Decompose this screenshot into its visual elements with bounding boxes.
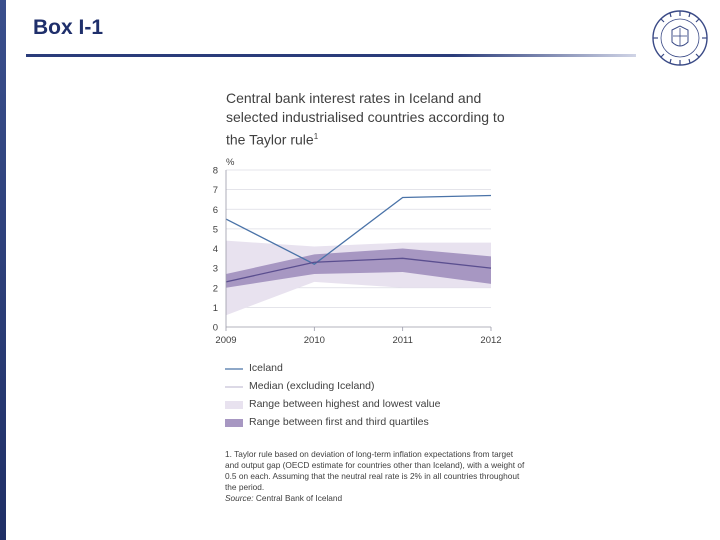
x-tick-label-2012: 2012	[480, 335, 501, 346]
legend-swatch-median	[225, 386, 243, 388]
university-seal-icon	[652, 10, 708, 66]
source-label: Source:	[225, 493, 254, 503]
legend-label-range-high-low: Range between highest and lowest value	[249, 398, 441, 410]
source-text: Central Bank of Iceland	[253, 493, 343, 503]
legend-label-iceland: Iceland	[249, 362, 283, 374]
series-lines	[225, 194, 492, 283]
chart-title-text: Central bank interest rates in Iceland a…	[226, 90, 505, 148]
y-tick-label-7: 7	[213, 185, 218, 196]
x-tick-label-2011: 2011	[392, 335, 412, 346]
x-tick-label-2009: 2009	[215, 335, 236, 346]
slide-title: Box I-1	[33, 16, 104, 39]
source-line: Source: Central Bank of Iceland	[225, 493, 525, 504]
title-divider	[26, 54, 636, 57]
y-tick-label-5: 5	[213, 224, 218, 235]
legend-swatch-range-high-low	[225, 401, 243, 409]
y-tick-label-8: 8	[213, 166, 218, 177]
tick-labels: 0 1 2 3 4 5 6 7 8 2009 2010 2011 2012	[213, 166, 502, 347]
axes	[225, 170, 492, 331]
y-tick-label-1: 1	[213, 303, 218, 314]
legend-swatch-range-quartiles	[225, 419, 243, 427]
range-band-quartiles	[226, 248, 491, 288]
series-line-iceland	[225, 194, 492, 265]
series-line-median	[225, 257, 492, 283]
y-tick-label-2: 2	[213, 283, 218, 294]
x-tick-label-2010: 2010	[304, 335, 325, 346]
y-tick-label-0: 0	[213, 323, 218, 334]
y-axis-unit-label: %	[226, 157, 235, 168]
legend-label-range-quartiles: Range between first and third quartiles	[249, 416, 429, 428]
y-tick-label-3: 3	[213, 264, 218, 275]
range-bands	[226, 240, 491, 316]
legend-label-median: Median (excluding Iceland)	[249, 380, 375, 392]
slide-left-bar	[0, 0, 6, 540]
y-tick-label-4: 4	[213, 244, 218, 255]
y-tick-label-6: 6	[213, 205, 218, 216]
footnote-text: 1. Taylor rule based on deviation of lon…	[225, 449, 525, 492]
chart-title: Central bank interest rates in Iceland a…	[226, 89, 516, 150]
chart-plot: % 0 1 2 3 4 5 6 7 8 2009 2010 2011 2012	[213, 157, 502, 347]
legend-swatch-iceland	[225, 368, 243, 370]
chart-footnote: 1. Taylor rule based on deviation of lon…	[225, 449, 525, 504]
chart-title-footnote-mark: 1	[313, 132, 319, 141]
